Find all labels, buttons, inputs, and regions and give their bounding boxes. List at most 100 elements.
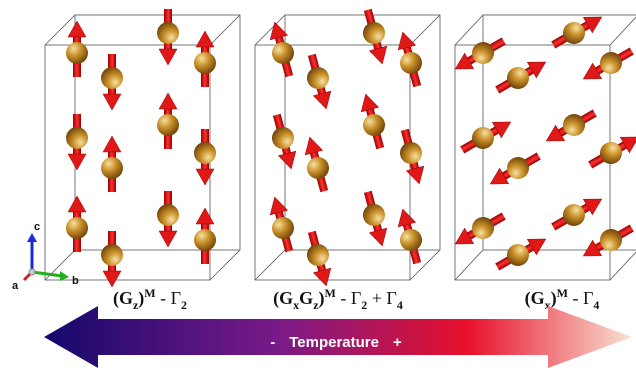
atom bbox=[361, 202, 388, 229]
figure: c b a (Gz)M - Γ2 (GxGz)M - Γ2 + Γ4 (Gx)M -… bbox=[0, 0, 636, 373]
cell-edge bbox=[45, 15, 75, 45]
label-part: - Γ bbox=[156, 288, 181, 308]
atom bbox=[101, 67, 123, 89]
spin-head bbox=[103, 136, 121, 152]
atom bbox=[398, 50, 425, 77]
label-part: (G bbox=[113, 288, 133, 309]
cell-back bbox=[285, 15, 440, 250]
spin-head bbox=[394, 30, 416, 50]
panel-label: (Gz)M - Γ2 bbox=[113, 286, 187, 312]
atom bbox=[398, 227, 425, 254]
cell-edge bbox=[410, 15, 440, 45]
spin bbox=[299, 134, 335, 194]
cell-front bbox=[255, 45, 410, 280]
a-label: a bbox=[12, 280, 19, 292]
spin-head bbox=[369, 228, 391, 248]
b-head bbox=[60, 271, 69, 281]
atom bbox=[361, 20, 388, 47]
atom bbox=[305, 65, 332, 92]
panel-label: (Gx)M - Γ4 bbox=[525, 286, 600, 312]
c-label: c bbox=[34, 221, 40, 233]
spin bbox=[264, 19, 300, 79]
spin-head bbox=[369, 46, 391, 66]
spin-head bbox=[159, 49, 177, 65]
b-axis bbox=[32, 272, 62, 276]
spin bbox=[450, 31, 509, 78]
origin bbox=[29, 269, 35, 275]
spin bbox=[578, 218, 636, 265]
spin bbox=[157, 93, 179, 149]
spin bbox=[194, 129, 216, 185]
label-part: + Γ bbox=[367, 288, 397, 308]
spin bbox=[548, 189, 607, 236]
label-part: - Γ bbox=[568, 288, 593, 308]
label-part: M bbox=[144, 286, 155, 300]
spin bbox=[194, 31, 216, 87]
label-part: - Γ bbox=[336, 288, 361, 308]
spin bbox=[157, 191, 179, 247]
spin-head bbox=[159, 231, 177, 247]
atom bbox=[101, 157, 123, 179]
cell-front bbox=[45, 45, 210, 280]
spin-head bbox=[301, 135, 323, 155]
spin bbox=[357, 189, 393, 249]
spin-head bbox=[68, 196, 86, 212]
label-part: 2 bbox=[181, 298, 187, 312]
unit-cells bbox=[45, 15, 636, 280]
atom bbox=[270, 125, 297, 152]
spin-head bbox=[313, 91, 335, 111]
spin bbox=[450, 206, 509, 253]
spin-head bbox=[159, 93, 177, 109]
cell-edge bbox=[610, 250, 636, 280]
spin bbox=[485, 146, 544, 193]
spin bbox=[66, 21, 88, 77]
spin-head bbox=[196, 31, 214, 47]
label-part: 4 bbox=[593, 298, 599, 312]
spin bbox=[101, 54, 123, 110]
spin bbox=[266, 112, 302, 172]
spin bbox=[101, 231, 123, 287]
spin bbox=[492, 52, 551, 99]
spin bbox=[394, 127, 430, 187]
spin bbox=[157, 9, 179, 65]
minus: - bbox=[270, 334, 275, 351]
atom bbox=[305, 155, 332, 182]
spin bbox=[66, 114, 88, 170]
label-part: 4 bbox=[397, 298, 403, 312]
atom bbox=[66, 217, 88, 239]
spin bbox=[548, 7, 607, 54]
atom bbox=[66, 42, 88, 64]
spin bbox=[194, 208, 216, 264]
atom bbox=[270, 40, 297, 67]
atom bbox=[305, 242, 332, 269]
atom bbox=[101, 244, 123, 266]
cell-edge bbox=[455, 250, 483, 280]
cell-edge bbox=[255, 250, 285, 280]
spin-head bbox=[357, 92, 379, 112]
label-part: G bbox=[299, 288, 313, 308]
atoms bbox=[66, 7, 636, 289]
atom bbox=[194, 52, 216, 74]
spin bbox=[457, 112, 516, 159]
spin-head bbox=[266, 195, 288, 215]
label-part: (G bbox=[525, 288, 545, 309]
spin bbox=[357, 7, 393, 67]
plus: + bbox=[393, 334, 402, 351]
spin bbox=[264, 194, 300, 254]
panel-label: (GxGz)M - Γ2 + Γ4 bbox=[273, 286, 403, 312]
b-label: b bbox=[72, 275, 79, 287]
spin bbox=[578, 41, 636, 88]
spin bbox=[66, 196, 88, 252]
cell-edge bbox=[210, 15, 240, 45]
label-part: M bbox=[557, 286, 568, 300]
spin-head bbox=[196, 169, 214, 185]
panel-labels: (Gz)M - Γ2 (GxGz)M - Γ2 + Γ4 (Gx)M - Γ4 bbox=[113, 286, 599, 312]
spin-head bbox=[103, 94, 121, 110]
label-part: M bbox=[325, 286, 336, 300]
cell-edge bbox=[455, 15, 483, 45]
c-head bbox=[27, 233, 37, 242]
atom bbox=[157, 22, 179, 44]
spin bbox=[355, 91, 391, 151]
spin-head bbox=[68, 154, 86, 170]
atom bbox=[194, 229, 216, 251]
